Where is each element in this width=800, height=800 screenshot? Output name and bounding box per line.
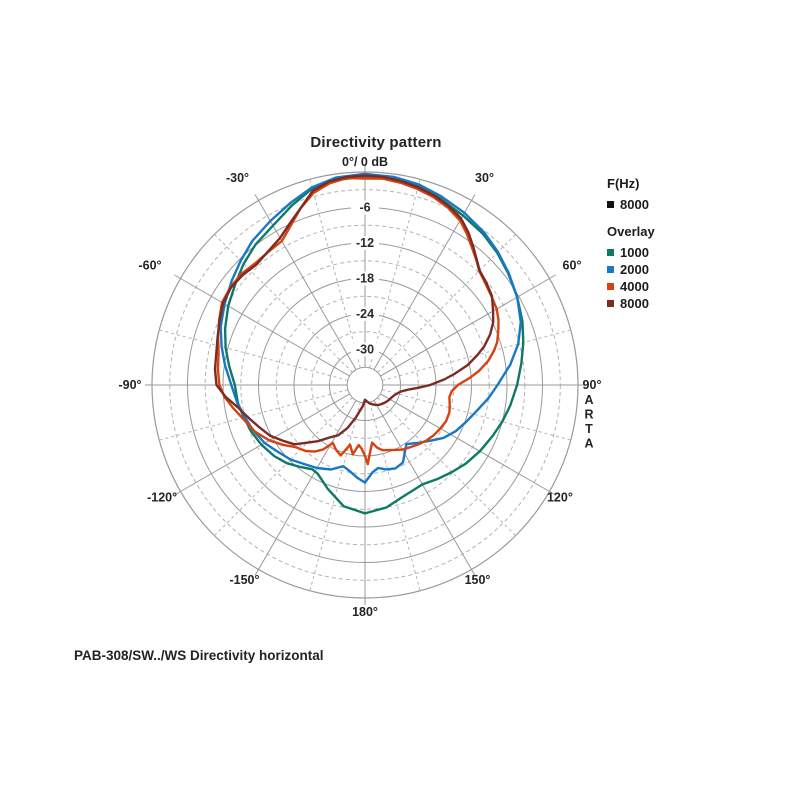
legend-swatch: [607, 266, 614, 273]
legend: F(Hz) 8000 Overlay 1000 2000 4000 8000: [607, 175, 655, 312]
arta-watermark-letter: T: [585, 422, 593, 436]
polar-grid-radial-dashed: [377, 234, 516, 373]
db-tick-label: -30: [356, 343, 374, 357]
polar-grid-radial: [180, 278, 350, 377]
polar-grid-circle: [346, 366, 384, 404]
db-label-halo: [351, 307, 379, 321]
polar-grid-tick: [471, 194, 476, 201]
legend-label: 1000: [620, 245, 649, 260]
polar-grid-radial-dashed: [369, 401, 421, 591]
db-label-halo: [351, 200, 379, 215]
legend-item: 8000: [607, 295, 655, 312]
db-tick-label: -24: [356, 307, 374, 321]
angle-label: 150°: [465, 573, 491, 587]
angle-label: -120°: [147, 491, 177, 505]
angle-label: -150°: [229, 573, 259, 587]
polar-grid-radial-dashed: [309, 179, 361, 369]
db-tick-label: -6: [359, 201, 370, 215]
legend-item: 4000: [607, 278, 655, 295]
polar-grid-tick: [174, 274, 181, 279]
arta-watermark-letter: A: [584, 437, 593, 451]
polar-grid-tick: [549, 491, 556, 496]
angle-label: 60°: [563, 259, 582, 273]
angle-label: 120°: [547, 491, 573, 505]
legend-item: 1000: [607, 244, 655, 261]
angle-label: -60°: [138, 259, 161, 273]
polar-grid-radial-dashed: [214, 397, 353, 536]
polar-grid-radial: [258, 200, 357, 370]
legend-freq-items: 8000: [607, 196, 655, 213]
polar-grid-tick: [254, 194, 259, 201]
db-tick-label: -12: [356, 236, 374, 250]
db-label-halo: [351, 342, 379, 357]
legend-item: 8000: [607, 196, 655, 213]
angle-label: 180°: [352, 605, 378, 619]
polar-grid-radial: [380, 393, 550, 492]
legend-swatch: [607, 249, 614, 256]
arta-watermark-letter: A: [584, 393, 593, 407]
polar-grid-radial: [373, 200, 472, 370]
polar-grid-radial-dashed: [377, 397, 516, 536]
polar-grid-radial-dashed: [369, 179, 421, 369]
polar-grid-radial: [258, 400, 357, 570]
arta-watermark-letter: R: [584, 408, 593, 422]
legend-gap: [607, 213, 655, 223]
legend-label: 8000: [620, 197, 649, 212]
legend-item: 2000: [607, 261, 655, 278]
db-label-halo: [351, 271, 379, 286]
legend-freq-title: F(Hz): [607, 176, 640, 191]
curve-4000: [216, 176, 500, 466]
db-label-halo: [351, 236, 379, 250]
legend-label: 4000: [620, 279, 649, 294]
legend-swatch: [607, 283, 614, 290]
polar-grid-radial-dashed: [214, 234, 353, 373]
legend-label: 2000: [620, 262, 649, 277]
zero-axis-label: 0°/ 0 dB: [342, 155, 388, 169]
chart-caption: PAB-308/SW../WS Directivity horizontal: [74, 648, 324, 663]
angle-label: -30°: [226, 171, 249, 185]
legend-overlay-title: Overlay: [607, 224, 655, 239]
chart-title: Directivity pattern: [310, 134, 442, 151]
polar-grid-tick: [549, 274, 556, 279]
polar-grid-tick: [471, 569, 476, 576]
legend-overlay-items: 1000 2000 4000 8000: [607, 244, 655, 312]
polar-grid-radial-dashed: [159, 389, 349, 441]
polar-grid-radial-dashed: [159, 329, 349, 381]
db-tick-label: -18: [356, 272, 374, 286]
legend-label: 8000: [620, 296, 649, 311]
legend-swatch: [607, 201, 614, 208]
angle-label: 90°: [583, 378, 602, 392]
polar-grid-radial-dashed: [381, 389, 571, 441]
angle-label: 30°: [475, 171, 494, 185]
polar-grid-tick: [254, 569, 259, 576]
polar-grid-radial: [380, 278, 550, 377]
curve-8000: [213, 174, 495, 446]
polar-grid-tick: [174, 491, 181, 496]
angle-label: -90°: [118, 378, 141, 392]
legend-swatch: [607, 300, 614, 307]
